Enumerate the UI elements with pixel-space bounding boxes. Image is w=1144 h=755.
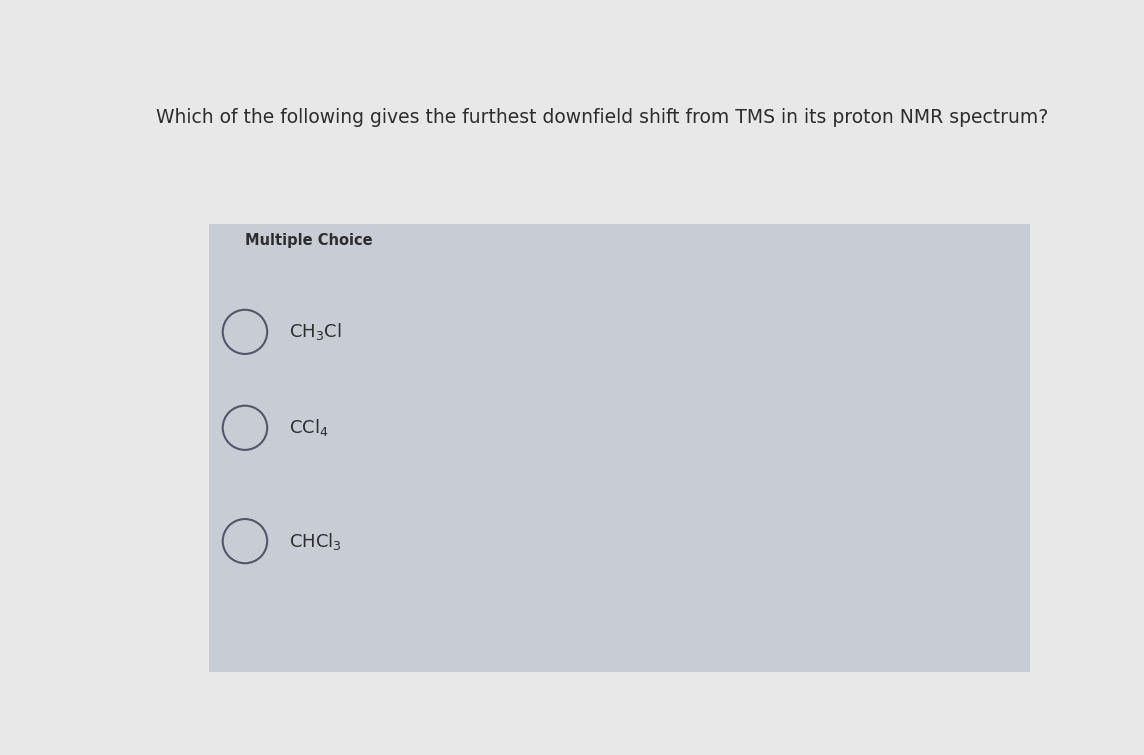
Text: $\mathrm{CHCl_3}$: $\mathrm{CHCl_3}$ (289, 531, 342, 552)
Text: $\mathrm{CH_3Cl}$: $\mathrm{CH_3Cl}$ (289, 322, 342, 342)
Text: Which of the following gives the furthest downfield shift from TMS in its proton: Which of the following gives the furthes… (157, 108, 1049, 127)
Text: Multiple Choice: Multiple Choice (245, 233, 373, 248)
Text: $\mathrm{CCl_4}$: $\mathrm{CCl_4}$ (289, 418, 328, 439)
FancyBboxPatch shape (209, 224, 1030, 672)
